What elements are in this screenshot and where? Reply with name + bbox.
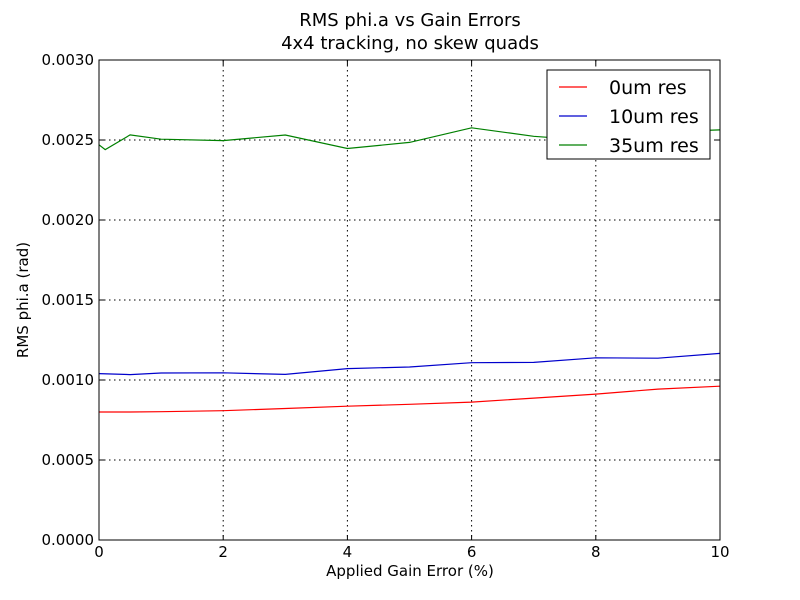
x-tick-label: 8 (591, 543, 601, 561)
y-axis-ticks: 0.0000 0.0005 0.0010 0.0015 0.0020 0.0025 0.00… (42, 51, 720, 549)
x-tick-label: 0 (94, 543, 104, 561)
x-tick-label: 2 (218, 543, 228, 561)
chart-subtitle: 4x4 tracking, no skew quads (281, 33, 539, 54)
series-line-2 (98, 352, 721, 376)
plot-frame (98, 59, 721, 541)
y-tick-label: 0.0000 (42, 531, 95, 549)
y-tick-label: 0.0030 (42, 51, 95, 69)
x-tick-label: 4 (343, 543, 353, 561)
legend-box (546, 69, 711, 160)
y-axis-label: RMS phi.a (rad) (14, 242, 32, 358)
x-tick-label: 10 (710, 543, 729, 561)
chart-title: RMS phi.a vs Gain Errors (299, 10, 521, 31)
legend: 0um res 10um res 35um res (546, 69, 711, 160)
y-tick-label: 0.0015 (42, 291, 95, 309)
y-tick-label: 0.0010 (42, 371, 95, 389)
legend-label: 10um res (609, 106, 699, 128)
y-tick-label: 0.0020 (42, 211, 95, 229)
legend-label: 35um res (609, 135, 699, 157)
legend-label: 0um res (609, 77, 687, 99)
x-tick-label: 6 (467, 543, 477, 561)
y-tick-label: 0.0025 (42, 131, 95, 149)
series-line-1 (99, 385, 721, 413)
y-tick-label: 0.0005 (42, 451, 95, 469)
x-axis-label: Applied Gain Error (%) (326, 562, 494, 580)
